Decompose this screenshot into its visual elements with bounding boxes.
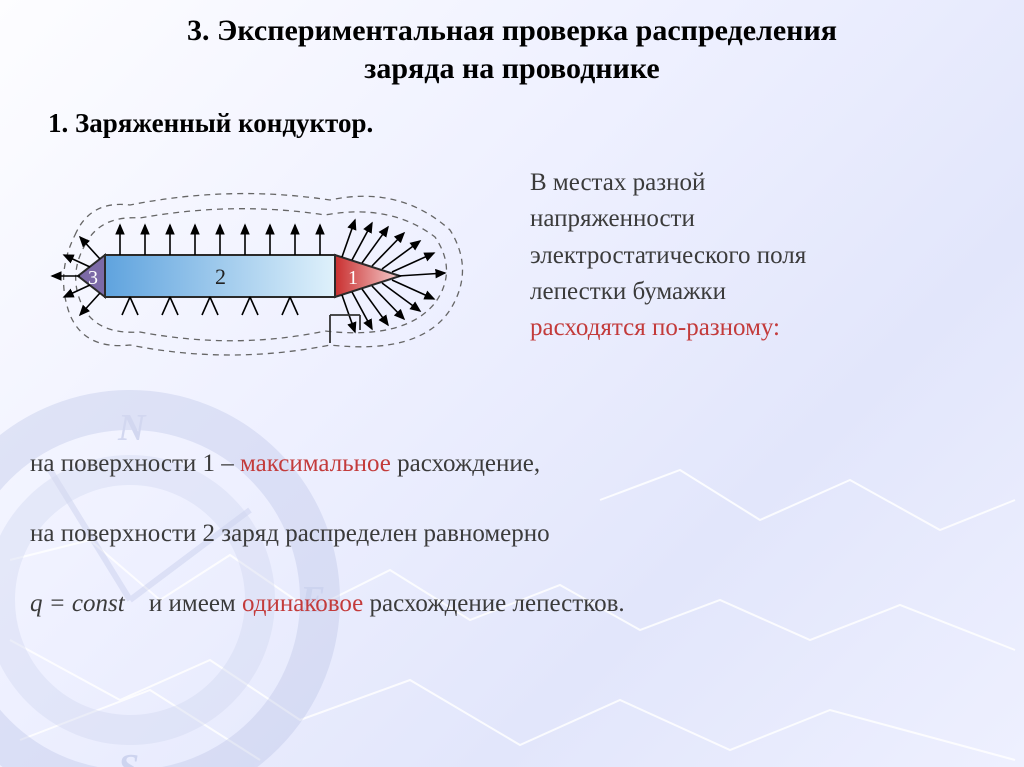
line-surface1: на поверхности 1 – максимальное расхожде… (30, 450, 540, 478)
s1a: на поверхности 1 – (30, 450, 240, 477)
subtitle: 1. Заряженный кондуктор. (48, 108, 373, 139)
p-right-5: расходятся по-разному: (530, 314, 780, 341)
right-paragraph: В местах разной напряженности электроста… (530, 165, 985, 346)
conductor-figure: 3 2 1 (30, 175, 480, 385)
svg-text:2: 2 (215, 264, 226, 289)
slide: N S E 3. Экспериментальная проверка расп… (0, 0, 1024, 767)
p-right-4: лепестки бумажки (530, 278, 726, 305)
title-line2: заряда на проводнике (364, 52, 659, 85)
p-right-1: В местах разной (530, 169, 705, 196)
line-surface2: на поверхности 2 заряд распределен равно… (30, 520, 550, 548)
title-line1: 3. Экспериментальная проверка распределе… (187, 14, 837, 47)
s3b: одинаковое (242, 590, 363, 617)
s1b: максимальное (240, 450, 391, 477)
line-formula: q = const и имеем одинаковое расхождение… (30, 590, 625, 618)
svg-text:1: 1 (348, 267, 358, 289)
svg-text:N: N (117, 407, 147, 449)
svg-text:S: S (118, 747, 139, 767)
formula: q = const (30, 590, 125, 617)
p-right-3: электростатического поля (530, 242, 806, 269)
s1c: расхождение, (397, 450, 540, 477)
s3a: и имеем (149, 590, 242, 617)
p-right-2: напряженности (530, 205, 695, 232)
s3c: расхождение лепестков. (370, 590, 625, 617)
slide-title: 3. Экспериментальная проверка распределе… (0, 12, 1024, 87)
